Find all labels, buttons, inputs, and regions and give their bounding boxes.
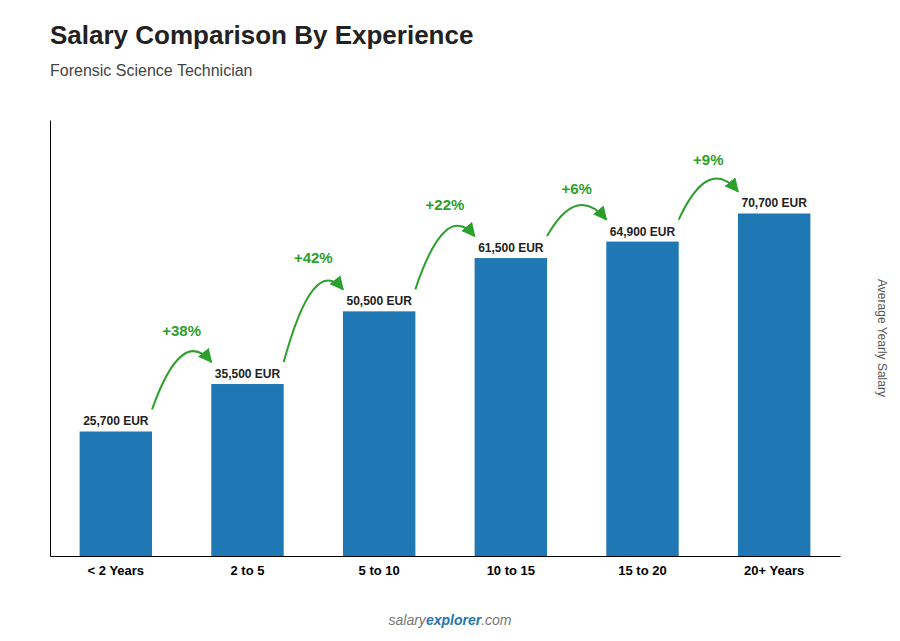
bar [211, 384, 283, 556]
change-arrow [284, 280, 343, 362]
footer: salaryexplorer.com [389, 612, 512, 628]
data-labels: 25,700 EUR 35,500 EUR 50,500 EUR 61,500 EUR… [83, 196, 807, 428]
annotation: +38% [162, 322, 201, 339]
data-label: 70,700 EUR [741, 196, 807, 210]
footer-part: .com [481, 612, 512, 628]
annotation: +22% [426, 196, 465, 213]
x-tick-label: 10 to 15 [487, 563, 535, 578]
x-tick: 5 to 10 [359, 556, 400, 578]
change-arrow [415, 226, 474, 290]
x-tick-label: 2 to 5 [231, 563, 265, 578]
data-label: 25,700 EUR [83, 414, 149, 428]
x-tick: 2 to 5 [231, 556, 265, 578]
x-tick-label: < 2 Years [88, 563, 145, 578]
chart: Salary Comparison By Experience Forensic … [0, 0, 900, 641]
annotation: +42% [294, 249, 333, 266]
change-arrow [547, 205, 606, 236]
annotation: +9% [693, 151, 723, 168]
x-tick-label: 15 to 20 [618, 563, 666, 578]
change-arrow [679, 179, 738, 220]
x-axis-line [51, 556, 841, 557]
changes: +38% +42% +22% +6% +9% [152, 151, 738, 409]
data-label: 64,900 EUR [610, 225, 676, 239]
footer-part: salary [389, 612, 427, 628]
data-label: 61,500 EUR [478, 241, 544, 255]
x-axis: < 2 Years 2 to 5 5 to 10 10 to 15 15 to 20 20… [51, 556, 841, 578]
change-arrow [152, 351, 211, 409]
footer-part: explorer [426, 612, 483, 628]
bar [80, 431, 152, 556]
bar [475, 258, 547, 556]
data-label: 35,500 EUR [215, 367, 281, 381]
bar [343, 311, 415, 556]
bar [738, 213, 810, 556]
x-tick: 15 to 20 [618, 556, 666, 578]
x-tick-label: 5 to 10 [359, 563, 400, 578]
x-tick-label: 20+ Years [744, 563, 804, 578]
y-label: Average Yearly Salary [875, 279, 889, 397]
x-tick: 10 to 15 [487, 556, 535, 578]
y-axis [50, 121, 51, 557]
y-axis-line [50, 121, 51, 557]
bars [80, 213, 811, 556]
plot: < 2 Years 2 to 5 5 to 10 10 to 15 15 to 20 20… [51, 121, 841, 579]
bar [606, 242, 678, 556]
annotation: +6% [561, 180, 591, 197]
title: Salary Comparison By Experience [50, 20, 473, 50]
subtitle: Forensic Science Technician [50, 62, 252, 79]
x-tick: 20+ Years [744, 556, 804, 578]
x-tick: < 2 Years [88, 556, 145, 578]
data-label: 50,500 EUR [346, 294, 412, 308]
